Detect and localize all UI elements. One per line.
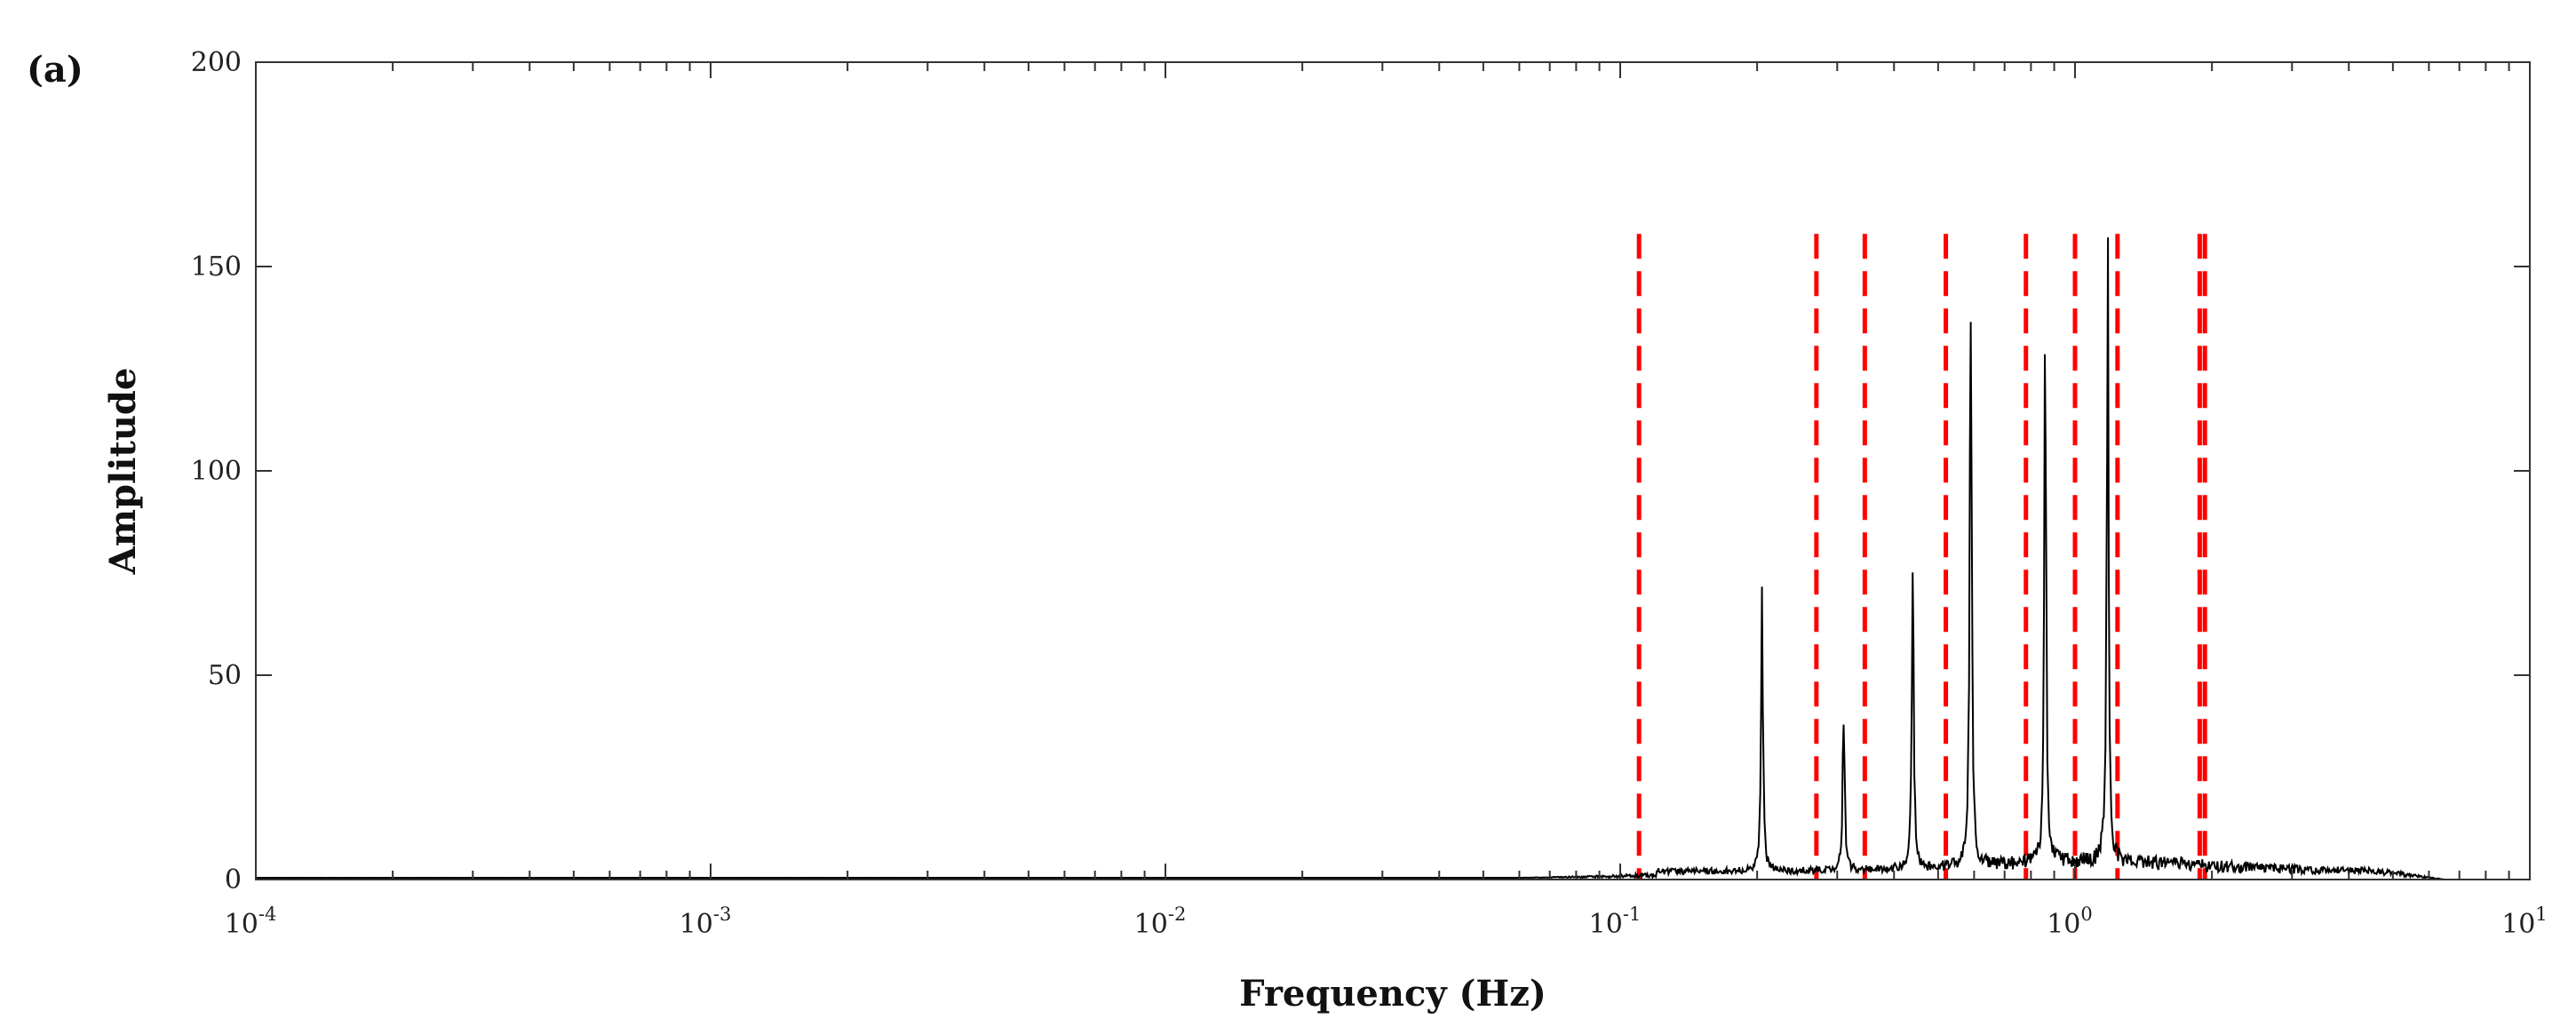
y-tick-label: 0 [225, 864, 242, 896]
x-tick-label: 101 [2501, 904, 2548, 940]
plot-frame [255, 61, 2531, 880]
x-tick-label: 100 [2047, 904, 2093, 940]
x-tick-label: 10-2 [1134, 904, 1187, 940]
y-tick-label: 100 [191, 456, 242, 487]
x-tick-labels: 10-4 10-3 10-2 10-1 100 101 [225, 904, 2548, 940]
spectrum-line [256, 237, 2445, 880]
y-tick-labels: 0 50 100 150 200 [191, 47, 242, 896]
axis-ticks [255, 61, 2530, 880]
y-tick-label: 200 [191, 47, 242, 78]
x-tick-label: 10-1 [1589, 904, 1642, 940]
x-tick-label: 10-3 [680, 904, 732, 940]
x-tick-label: 10-4 [225, 904, 277, 940]
y-tick-label: 150 [191, 251, 242, 283]
plot-area [256, 234, 2445, 880]
y-axis-title: Amplitude [102, 368, 144, 576]
marker-lines [1636, 234, 2207, 880]
y-tick-label: 50 [208, 660, 242, 691]
x-axis-title: Frequency (Hz) [1239, 973, 1546, 1015]
panel-label: (a) [27, 49, 83, 91]
